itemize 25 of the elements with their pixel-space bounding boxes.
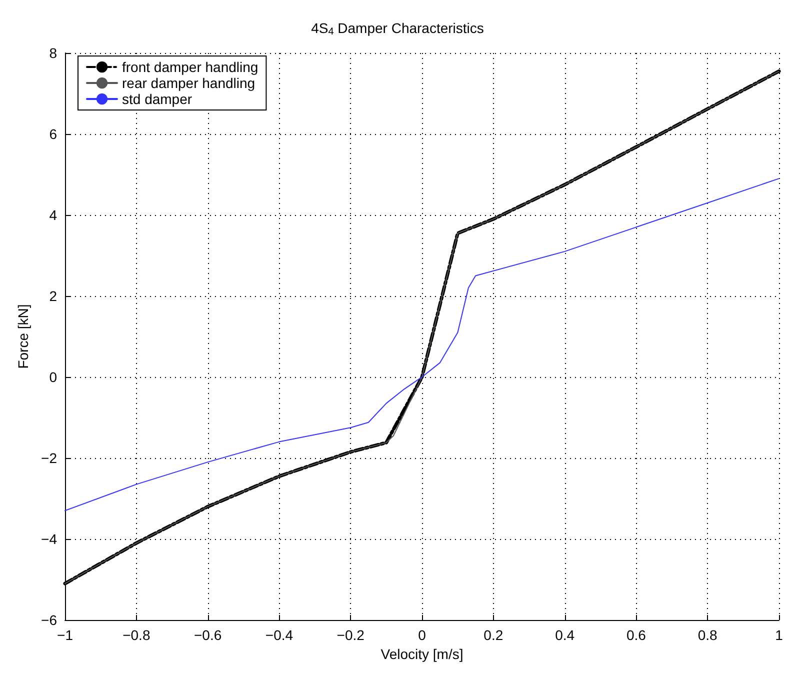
x-axis-title: Velocity [m/s]: [380, 646, 464, 662]
line-series: [64, 178, 780, 512]
x-tick-label: −0.2: [336, 627, 365, 643]
y-tick-label: 2: [49, 288, 58, 304]
y-axis-title: Force [kN]: [15, 304, 32, 369]
y-tick-label: 4: [49, 207, 58, 223]
y-tick-label: −6: [41, 612, 58, 628]
x-tick-label: 0.4: [555, 627, 575, 643]
legend-label: front damper handling: [122, 59, 258, 75]
legend-label: std damper: [122, 91, 192, 107]
y-tick-label: −2: [41, 450, 58, 466]
x-tick-label: −0.4: [265, 627, 294, 643]
x-tick-label: 0: [418, 627, 426, 643]
x-tick-label: −1: [57, 627, 74, 643]
x-tick-label: 0.6: [626, 627, 646, 643]
y-tick-label: 8: [49, 45, 58, 61]
y-tick-label: −4: [41, 531, 58, 547]
x-tick-label: −0.6: [194, 627, 222, 643]
legend-label: rear damper handling: [122, 75, 256, 91]
y-tick-label: 6: [49, 126, 58, 142]
x-tick-label: −0.8: [122, 627, 150, 643]
x-tick-label: 1: [775, 627, 784, 643]
x-tick-label: 0.2: [484, 627, 504, 643]
y-tick-label: 0: [49, 369, 58, 385]
x-tick-label: 0.8: [698, 627, 718, 643]
